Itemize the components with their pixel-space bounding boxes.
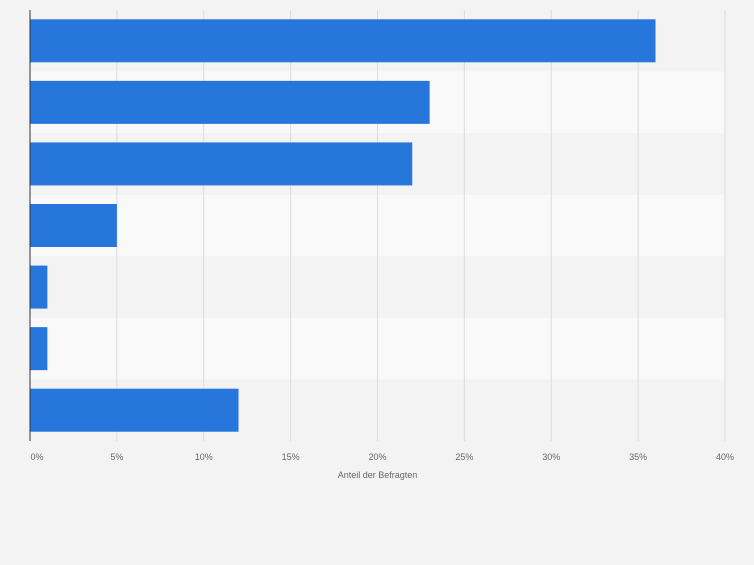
x-tick-label: 10% [195,452,213,462]
x-tick-label: 0% [30,452,43,462]
x-tick-label: 35% [629,452,647,462]
x-tick-label: 25% [455,452,473,462]
bars [30,19,656,432]
bar[interactable] [30,388,239,432]
x-tick-labels: 0% 5% 10% 15% 20% 25% 30% 35% 40% [30,452,734,462]
x-tick-label: 40% [716,452,734,462]
x-tick-label: 5% [110,452,123,462]
x-axis-label: Anteil der Befragten [338,470,418,480]
bar[interactable] [30,265,48,309]
bar[interactable] [30,80,430,124]
x-tick-label: 30% [542,452,560,462]
bar[interactable] [30,327,48,371]
x-tick-label: 15% [282,452,300,462]
bar[interactable] [30,142,413,186]
x-tick-label: 20% [368,452,386,462]
bar[interactable] [30,19,656,63]
bar[interactable] [30,204,117,247]
